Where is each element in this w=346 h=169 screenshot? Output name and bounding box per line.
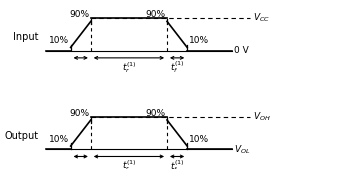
- Text: $V_{OH}$: $V_{OH}$: [253, 110, 271, 123]
- Text: 90%: 90%: [145, 109, 165, 118]
- Text: Output: Output: [4, 131, 38, 141]
- Text: 10%: 10%: [49, 135, 70, 144]
- Text: $t_r^{(1)}$: $t_r^{(1)}$: [121, 159, 136, 169]
- Text: 90%: 90%: [69, 10, 89, 19]
- Text: $V_{OL}$: $V_{OL}$: [234, 143, 251, 155]
- Text: $t_f^{(1)}$: $t_f^{(1)}$: [170, 159, 184, 169]
- Text: 10%: 10%: [189, 135, 209, 144]
- Text: 10%: 10%: [189, 36, 209, 45]
- Text: 90%: 90%: [69, 109, 89, 118]
- Text: 10%: 10%: [49, 36, 70, 45]
- Text: 0 V: 0 V: [234, 46, 249, 55]
- Text: $t_r^{(1)}$: $t_r^{(1)}$: [121, 60, 136, 75]
- Text: Input: Input: [13, 32, 38, 42]
- Text: 90%: 90%: [145, 10, 165, 19]
- Text: $t_f^{(1)}$: $t_f^{(1)}$: [170, 60, 184, 75]
- Text: $V_{CC}$: $V_{CC}$: [253, 12, 270, 24]
